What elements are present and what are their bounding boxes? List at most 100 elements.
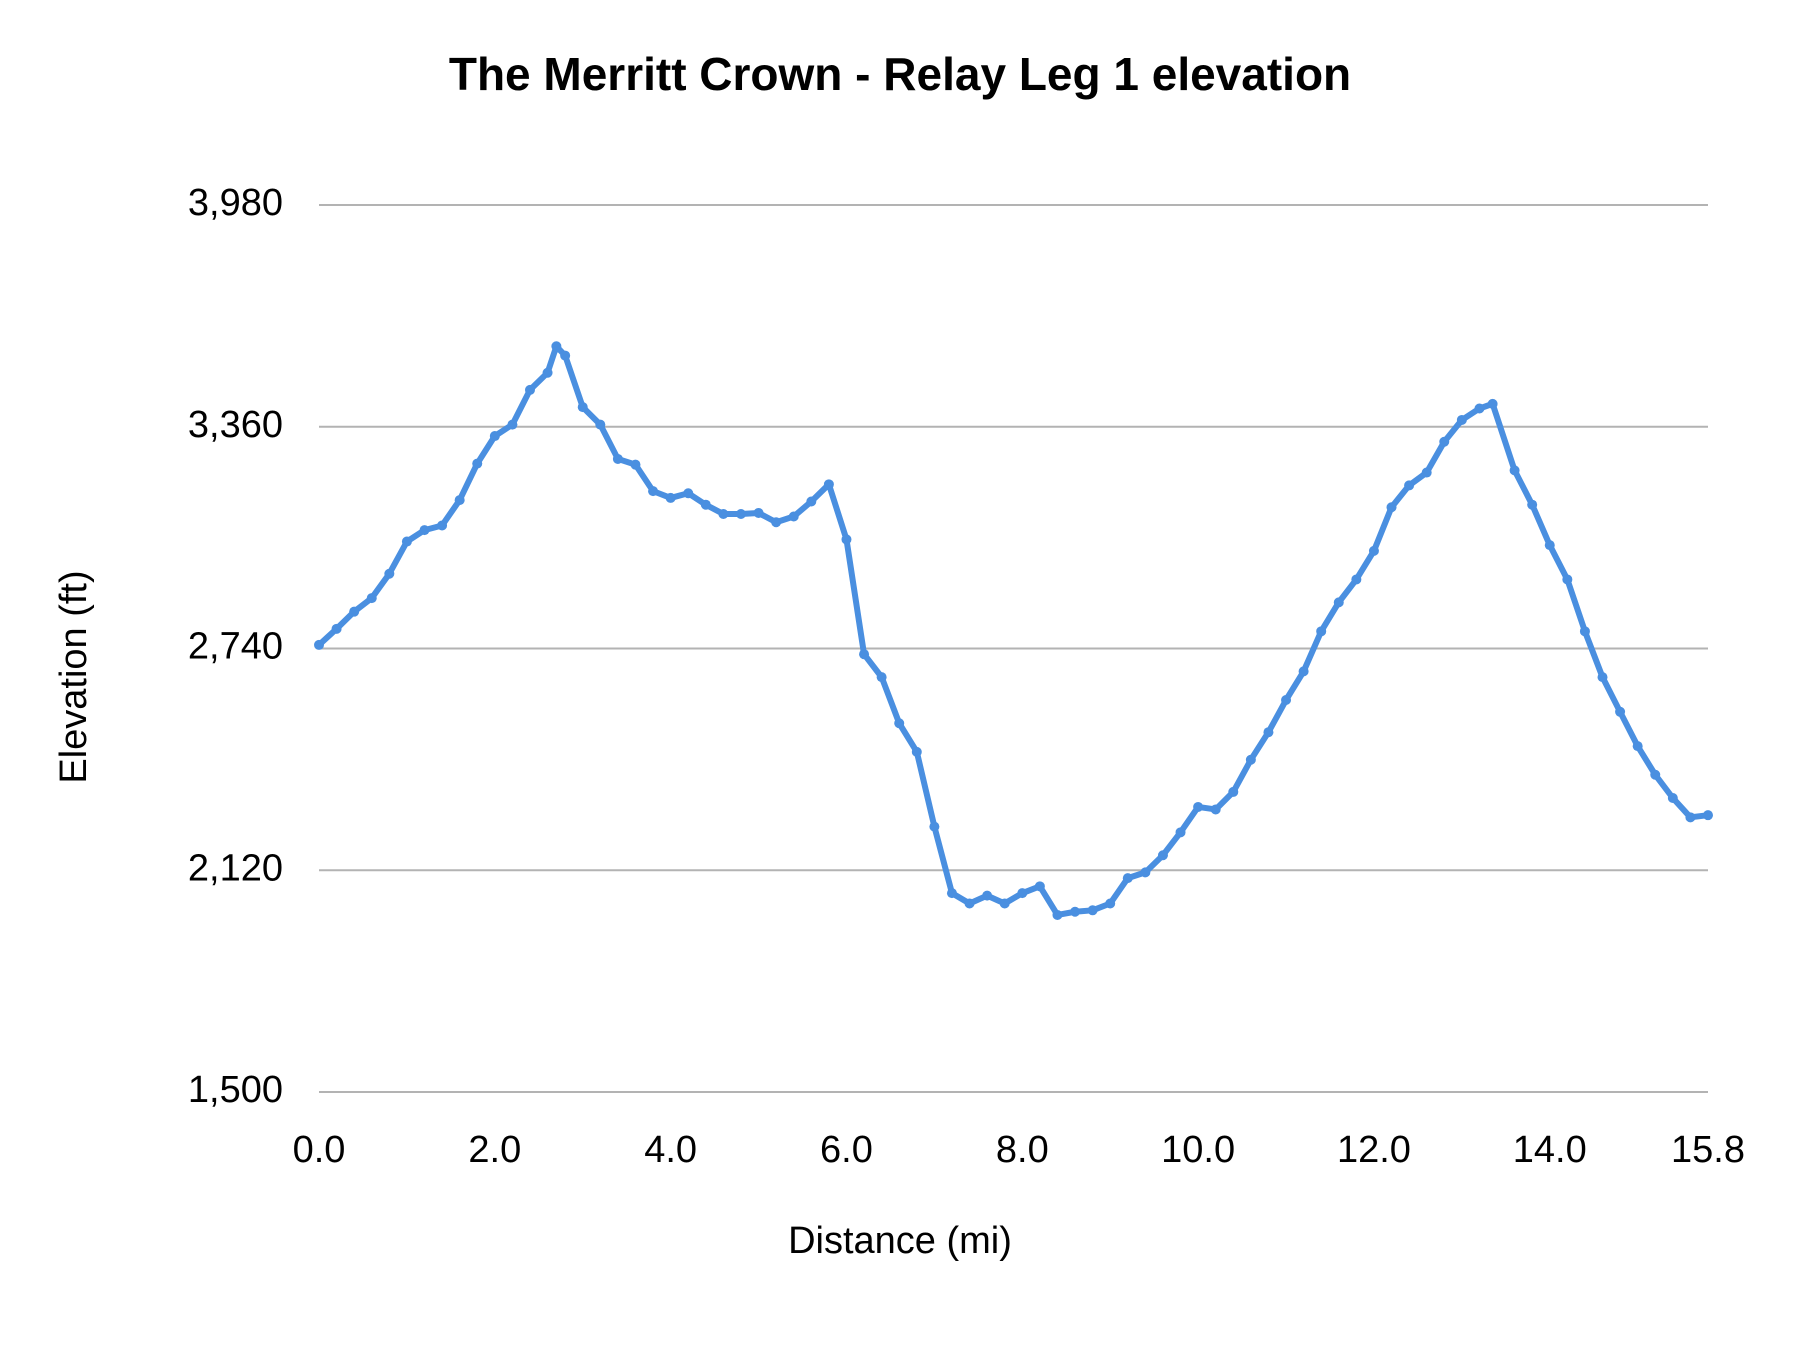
- data-point: [401, 536, 412, 547]
- data-point: [1175, 827, 1186, 838]
- data-point: [894, 718, 905, 729]
- data-point: [1474, 403, 1485, 414]
- data-point: [1298, 666, 1309, 677]
- x-tick-label: 12.0: [1337, 1129, 1411, 1171]
- data-point: [1263, 727, 1274, 738]
- data-point: [999, 898, 1010, 909]
- data-point: [1351, 574, 1362, 585]
- y-tick-label: 1,500: [188, 1069, 283, 1111]
- data-point: [1421, 467, 1432, 478]
- data-point: [524, 384, 535, 395]
- data-point: [1228, 786, 1239, 797]
- data-point: [735, 509, 746, 520]
- data-point: [437, 520, 448, 531]
- data-point: [1404, 480, 1415, 491]
- data-point: [1281, 695, 1292, 706]
- data-point: [1105, 898, 1116, 909]
- x-tick-label: 0.0: [293, 1129, 346, 1171]
- data-point: [1650, 769, 1661, 780]
- data-point: [1070, 906, 1081, 917]
- x-tick-label: 8.0: [996, 1129, 1049, 1171]
- data-point: [542, 367, 553, 378]
- data-point: [1632, 741, 1643, 752]
- data-point: [419, 525, 430, 536]
- data-point: [489, 431, 500, 442]
- data-point: [1157, 850, 1168, 861]
- data-point: [683, 488, 694, 499]
- data-point: [771, 517, 782, 528]
- y-tick-label: 3,360: [188, 404, 283, 446]
- data-point: [982, 890, 993, 901]
- data-point: [454, 495, 465, 506]
- data-point: [1017, 888, 1028, 899]
- data-point: [1052, 909, 1063, 920]
- x-tick-label: 15.8: [1671, 1129, 1745, 1171]
- data-point: [700, 499, 711, 510]
- data-point: [806, 496, 817, 507]
- data-point: [551, 341, 562, 352]
- data-point: [331, 623, 342, 634]
- data-point: [1368, 545, 1379, 556]
- data-point: [1667, 793, 1678, 804]
- data-point: [1509, 465, 1520, 476]
- data-point: [1210, 804, 1221, 815]
- data-point: [823, 479, 834, 490]
- data-point: [788, 511, 799, 522]
- data-point: [1316, 626, 1327, 637]
- data-point: [595, 419, 606, 430]
- data-point: [1439, 436, 1450, 447]
- data-point: [472, 458, 483, 469]
- y-tick-label: 2,120: [188, 847, 283, 889]
- data-point: [577, 402, 588, 413]
- data-point: [841, 534, 852, 545]
- data-point: [753, 507, 764, 518]
- data-point: [648, 486, 659, 497]
- data-point: [1386, 502, 1397, 513]
- data-point: [1034, 881, 1045, 892]
- data-point: [1193, 801, 1204, 812]
- x-tick-label: 4.0: [644, 1129, 697, 1171]
- data-point: [1140, 867, 1151, 878]
- data-point: [314, 639, 324, 650]
- data-point: [1122, 873, 1133, 884]
- x-tick-label: 10.0: [1161, 1129, 1235, 1171]
- data-point: [1703, 810, 1713, 821]
- data-point: [1579, 626, 1590, 637]
- data-point: [366, 593, 377, 604]
- data-point: [630, 459, 641, 470]
- data-point: [1487, 398, 1498, 409]
- data-point: [964, 898, 975, 909]
- data-point: [349, 606, 360, 617]
- chart-title: The Merritt Crown - Relay Leg 1 elevatio…: [449, 48, 1351, 100]
- data-point: [1685, 812, 1696, 823]
- data-point: [560, 350, 571, 361]
- data-point: [859, 649, 870, 660]
- data-point: [1544, 540, 1555, 551]
- data-point: [1456, 414, 1467, 425]
- data-point: [1562, 574, 1573, 585]
- data-point: [1615, 706, 1626, 717]
- x-tick-label: 2.0: [468, 1129, 521, 1171]
- data-point: [1245, 754, 1256, 765]
- data-point: [612, 453, 623, 464]
- y-axis-label: Elevation (ft): [53, 570, 95, 783]
- data-point: [1333, 597, 1344, 608]
- data-point: [384, 568, 395, 579]
- data-point: [1597, 672, 1608, 683]
- x-tick-label: 6.0: [820, 1129, 873, 1171]
- data-point: [665, 492, 676, 503]
- data-point: [911, 746, 922, 757]
- data-point: [1087, 905, 1098, 916]
- x-tick-label: 14.0: [1513, 1129, 1587, 1171]
- data-point: [946, 888, 957, 899]
- data-point: [718, 509, 729, 520]
- data-point: [1527, 499, 1538, 510]
- x-axis-label: Distance (mi): [788, 1220, 1012, 1262]
- data-point: [507, 419, 518, 430]
- y-tick-label: 2,740: [188, 626, 283, 668]
- data-point: [929, 821, 940, 832]
- data-point: [876, 672, 887, 683]
- y-tick-label: 3,980: [188, 182, 283, 224]
